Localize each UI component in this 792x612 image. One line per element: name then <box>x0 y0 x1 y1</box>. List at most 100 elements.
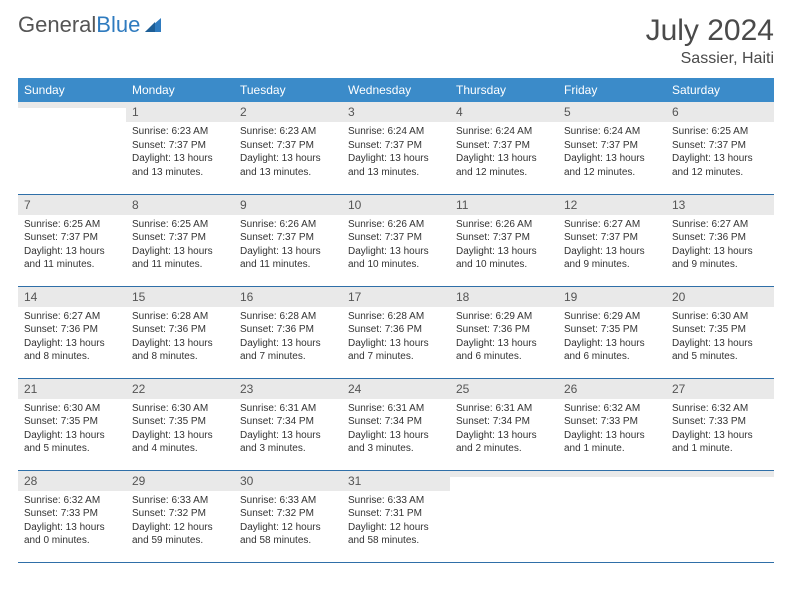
calendar-week: 21Sunrise: 6:30 AMSunset: 7:35 PMDayligh… <box>18 378 774 470</box>
day-number: 21 <box>18 379 126 399</box>
day-number: 3 <box>342 102 450 122</box>
day-number: 1 <box>126 102 234 122</box>
calendar-week: 14Sunrise: 6:27 AMSunset: 7:36 PMDayligh… <box>18 286 774 378</box>
daylight-text: Daylight: 12 hours and 59 minutes. <box>132 521 228 548</box>
calendar-cell: 19Sunrise: 6:29 AMSunset: 7:35 PMDayligh… <box>558 286 666 378</box>
day-number: 10 <box>342 195 450 215</box>
day-number: 14 <box>18 287 126 307</box>
day-details: Sunrise: 6:31 AMSunset: 7:34 PMDaylight:… <box>450 399 558 460</box>
sunset-text: Sunset: 7:36 PM <box>348 323 444 337</box>
sunrise-text: Sunrise: 6:30 AM <box>24 402 120 416</box>
calendar-cell: 15Sunrise: 6:28 AMSunset: 7:36 PMDayligh… <box>126 286 234 378</box>
day-details: Sunrise: 6:31 AMSunset: 7:34 PMDaylight:… <box>234 399 342 460</box>
calendar-cell: 17 Sunrise: 6:28 AMSunset: 7:36 PMDayligh… <box>342 286 450 378</box>
day-details: Sunrise: 6:30 AMSunset: 7:35 PMDaylight:… <box>18 399 126 460</box>
day-details: Sunrise: 6:31 AMSunset: 7:34 PMDaylight:… <box>342 399 450 460</box>
calendar-week: 7Sunrise: 6:25 AMSunset: 7:37 PMDaylight… <box>18 194 774 286</box>
day-number: 22 <box>126 379 234 399</box>
daylight-text: Daylight: 12 hours and 58 minutes. <box>240 521 336 548</box>
brand-logo: GeneralBlue <box>18 14 163 36</box>
day-number: 2 <box>234 102 342 122</box>
calendar-cell: 20Sunrise: 6:30 AMSunset: 7:35 PMDayligh… <box>666 286 774 378</box>
daylight-text: Daylight: 13 hours and 2 minutes. <box>456 429 552 456</box>
sunset-text: Sunset: 7:32 PM <box>240 507 336 521</box>
day-details: Sunrise: 6:23 AMSunset: 7:37 PMDaylight:… <box>126 122 234 183</box>
day-details: Sunrise: 6:32 AMSunset: 7:33 PMDaylight:… <box>558 399 666 460</box>
day-details <box>558 477 666 537</box>
daylight-text: Daylight: 12 hours and 58 minutes. <box>348 521 444 548</box>
sunrise-text: Sunrise: 6:28 AM <box>240 310 336 324</box>
sunrise-text: Sunrise: 6:33 AM <box>132 494 228 508</box>
day-number: 6 <box>666 102 774 122</box>
day-details: Sunrise: 6:30 AMSunset: 7:35 PMDaylight:… <box>666 307 774 368</box>
sunrise-text: Sunrise: 6:24 AM <box>348 125 444 139</box>
calendar-cell: 18Sunrise: 6:29 AMSunset: 7:36 PMDayligh… <box>450 286 558 378</box>
calendar-cell: 30Sunrise: 6:33 AMSunset: 7:32 PMDayligh… <box>234 470 342 562</box>
sunset-text: Sunset: 7:37 PM <box>240 139 336 153</box>
daylight-text: Daylight: 13 hours and 6 minutes. <box>564 337 660 364</box>
day-details: Sunrise: 6:24 AMSunset: 7:37 PMDaylight:… <box>450 122 558 183</box>
sunset-text: Sunset: 7:36 PM <box>132 323 228 337</box>
sunrise-text: Sunrise: 6:28 AM <box>348 310 444 324</box>
sunset-text: Sunset: 7:37 PM <box>132 231 228 245</box>
calendar-cell <box>18 102 126 194</box>
day-details: Sunrise: 6:26 AMSunset: 7:37 PMDaylight:… <box>450 215 558 276</box>
calendar-cell: 13Sunrise: 6:27 AMSunset: 7:36 PMDayligh… <box>666 194 774 286</box>
sunset-text: Sunset: 7:37 PM <box>240 231 336 245</box>
day-details <box>450 477 558 537</box>
daylight-text: Daylight: 13 hours and 11 minutes. <box>240 245 336 272</box>
location-label: Sassier, Haiti <box>646 50 774 68</box>
day-number: 30 <box>234 471 342 491</box>
sunset-text: Sunset: 7:36 PM <box>24 323 120 337</box>
sunrise-text: Sunrise: 6:25 AM <box>132 218 228 232</box>
sunset-text: Sunset: 7:36 PM <box>240 323 336 337</box>
sunset-text: Sunset: 7:36 PM <box>456 323 552 337</box>
sunset-text: Sunset: 7:33 PM <box>564 415 660 429</box>
daylight-text: Daylight: 13 hours and 12 minutes. <box>564 152 660 179</box>
daylight-text: Daylight: 13 hours and 13 minutes. <box>132 152 228 179</box>
daylight-text: Daylight: 13 hours and 1 minute. <box>564 429 660 456</box>
sunset-text: Sunset: 7:35 PM <box>672 323 768 337</box>
day-number: 19 <box>558 287 666 307</box>
day-header: Friday <box>558 78 666 102</box>
sunrise-text: Sunrise: 6:24 AM <box>456 125 552 139</box>
day-number: 9 <box>234 195 342 215</box>
daylight-text: Daylight: 13 hours and 7 minutes. <box>348 337 444 364</box>
day-number: 17 <box>342 287 450 307</box>
day-number: 28 <box>18 471 126 491</box>
sunrise-text: Sunrise: 6:28 AM <box>132 310 228 324</box>
day-details: Sunrise: 6:28 AMSunset: 7:36 PMDaylight:… <box>126 307 234 368</box>
day-number: 18 <box>450 287 558 307</box>
day-details: Sunrise: 6:32 AMSunset: 7:33 PMDaylight:… <box>18 491 126 552</box>
calendar-cell: 8Sunrise: 6:25 AMSunset: 7:37 PMDaylight… <box>126 194 234 286</box>
day-header: Thursday <box>450 78 558 102</box>
day-details: Sunrise: 6:30 AMSunset: 7:35 PMDaylight:… <box>126 399 234 460</box>
daylight-text: Daylight: 13 hours and 8 minutes. <box>132 337 228 364</box>
sunrise-text: Sunrise: 6:26 AM <box>348 218 444 232</box>
daylight-text: Daylight: 13 hours and 11 minutes. <box>132 245 228 272</box>
daylight-text: Daylight: 13 hours and 5 minutes. <box>24 429 120 456</box>
daylight-text: Daylight: 13 hours and 10 minutes. <box>348 245 444 272</box>
day-number: 31 <box>342 471 450 491</box>
day-header-row: Sunday Monday Tuesday Wednesday Thursday… <box>18 78 774 102</box>
day-number: 16 <box>234 287 342 307</box>
sunset-text: Sunset: 7:37 PM <box>672 139 768 153</box>
calendar-cell <box>666 470 774 562</box>
sunrise-text: Sunrise: 6:31 AM <box>348 402 444 416</box>
day-details: Sunrise: 6:25 AMSunset: 7:37 PMDaylight:… <box>666 122 774 183</box>
sunrise-text: Sunrise: 6:24 AM <box>564 125 660 139</box>
brand-part1: General <box>18 14 96 36</box>
day-number: 13 <box>666 195 774 215</box>
sunset-text: Sunset: 7:31 PM <box>348 507 444 521</box>
calendar-cell: 29Sunrise: 6:33 AMSunset: 7:32 PMDayligh… <box>126 470 234 562</box>
sunrise-text: Sunrise: 6:23 AM <box>132 125 228 139</box>
calendar-cell: 11Sunrise: 6:26 AMSunset: 7:37 PMDayligh… <box>450 194 558 286</box>
calendar-week: 28Sunrise: 6:32 AMSunset: 7:33 PMDayligh… <box>18 470 774 562</box>
sunset-text: Sunset: 7:37 PM <box>456 231 552 245</box>
sunset-text: Sunset: 7:34 PM <box>348 415 444 429</box>
sunset-text: Sunset: 7:37 PM <box>24 231 120 245</box>
day-number: 11 <box>450 195 558 215</box>
calendar-cell: 25Sunrise: 6:31 AMSunset: 7:34 PMDayligh… <box>450 378 558 470</box>
daylight-text: Daylight: 13 hours and 12 minutes. <box>672 152 768 179</box>
daylight-text: Daylight: 13 hours and 4 minutes. <box>132 429 228 456</box>
